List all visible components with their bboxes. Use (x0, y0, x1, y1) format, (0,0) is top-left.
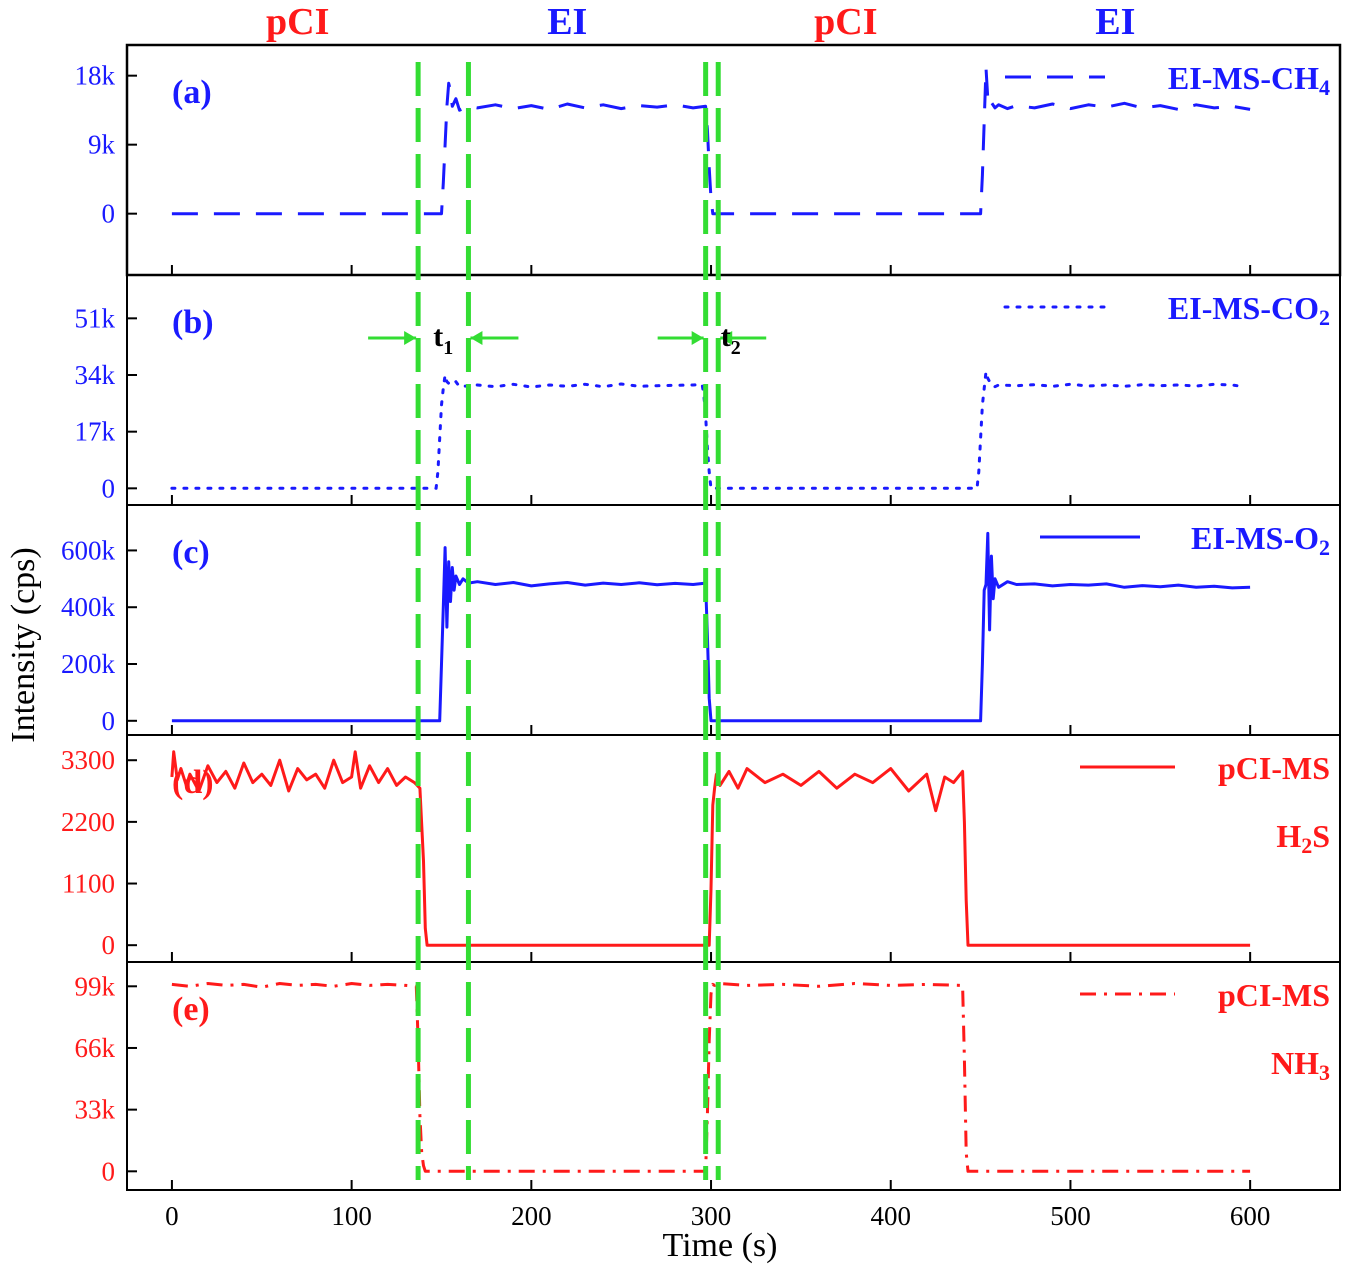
legend-label: EI-MS-CO2 (1168, 290, 1330, 330)
legend-label: EI-MS-CH4 (1168, 60, 1330, 100)
arrow-head (691, 331, 704, 345)
time-marker-label: t2 (721, 320, 741, 359)
x-axis: 0 100 200 300 400 500 600 (165, 1201, 1270, 1231)
mode-label-ei: EI (547, 1, 587, 43)
y-tick-label: 0 (102, 473, 116, 503)
y-tick-label: 17k (75, 417, 116, 447)
y-tick-label: 34k (75, 360, 116, 390)
x-tick-label: 400 (870, 1201, 911, 1231)
series-line-c (171, 531, 1251, 723)
y-tick-label: 33k (75, 1095, 116, 1125)
mode-label-ei: EI (1095, 1, 1135, 43)
legend-label-line2: H2S (1276, 818, 1330, 858)
mode-label-pci: pCI (266, 1, 329, 43)
y-axis-title: Intensity (cps) (5, 547, 42, 742)
panel-e: 0 33k 66k 99k (e) pCI-MS NH3 (75, 961, 1341, 1191)
legend-label: pCI-MS (1218, 750, 1330, 786)
legend-label: pCI-MS (1218, 977, 1330, 1013)
arrow-head (720, 331, 733, 345)
legend-label-line2: NH3 (1271, 1045, 1330, 1085)
panel-c: 0 200k 400k 600k (c) EI-MS-O2 (61, 504, 1341, 736)
mode-switch-lines: t1 t2 (368, 62, 767, 1180)
mode-label-pci: pCI (814, 1, 877, 43)
ionization-mode-labels: pCI EI pCI EI (266, 1, 1135, 43)
legend-label: EI-MS-O2 (1191, 520, 1330, 560)
x-tick-label: 300 (691, 1201, 732, 1231)
panel-frame (126, 734, 1341, 963)
panel-frame (125, 43, 1342, 277)
arrow-head (404, 331, 417, 345)
chart-panels: 0 9k 18k (a) EI-MS-CH4 0 17k 34k 51k (b) EI-MS-CO2… (61, 43, 1342, 1191)
panel-label: (a) (172, 74, 212, 111)
y-tick-label: 66k (75, 1033, 116, 1063)
series-line-e (171, 982, 1251, 1173)
y-tick-label: 0 (102, 706, 116, 736)
y-tick-label: 3300 (61, 745, 115, 775)
y-tick-label: 0 (102, 199, 116, 229)
y-tick-label: 18k (75, 61, 116, 91)
panel-d: 0 1100 2200 3300 (d) pCI-MS H2S (61, 734, 1341, 963)
y-tick-label: 0 (102, 1156, 116, 1186)
x-tick-label: 500 (1050, 1201, 1091, 1231)
y-tick-label: 400k (61, 592, 116, 622)
panel-frame (126, 274, 1341, 506)
y-tick-label: 1100 (62, 869, 115, 899)
panel-label: (c) (172, 534, 210, 571)
x-tick-label: 600 (1230, 1201, 1271, 1231)
y-tick-label: 200k (61, 649, 116, 679)
panel-label: (e) (172, 991, 210, 1028)
panel-frame (126, 961, 1341, 1191)
y-tick-label: 2200 (61, 807, 115, 837)
series-line-a (171, 66, 1251, 216)
series-line-d (170, 750, 1251, 947)
y-tick-label: 600k (61, 535, 116, 565)
panel-frame (126, 504, 1341, 736)
x-tick-label: 200 (511, 1201, 552, 1231)
y-tick-label: 0 (102, 930, 116, 960)
x-tick-label: 0 (165, 1201, 179, 1231)
x-axis-title: Time (s) (663, 1227, 778, 1264)
x-tick-label: 100 (331, 1201, 372, 1231)
panel-label: (d) (172, 764, 214, 801)
y-tick-label: 99k (75, 971, 116, 1001)
time-marker-label: t1 (433, 320, 453, 359)
panel-label: (b) (172, 304, 214, 341)
y-tick-label: 9k (88, 130, 116, 160)
arrow-head (470, 331, 483, 345)
y-tick-label: 51k (75, 303, 116, 333)
